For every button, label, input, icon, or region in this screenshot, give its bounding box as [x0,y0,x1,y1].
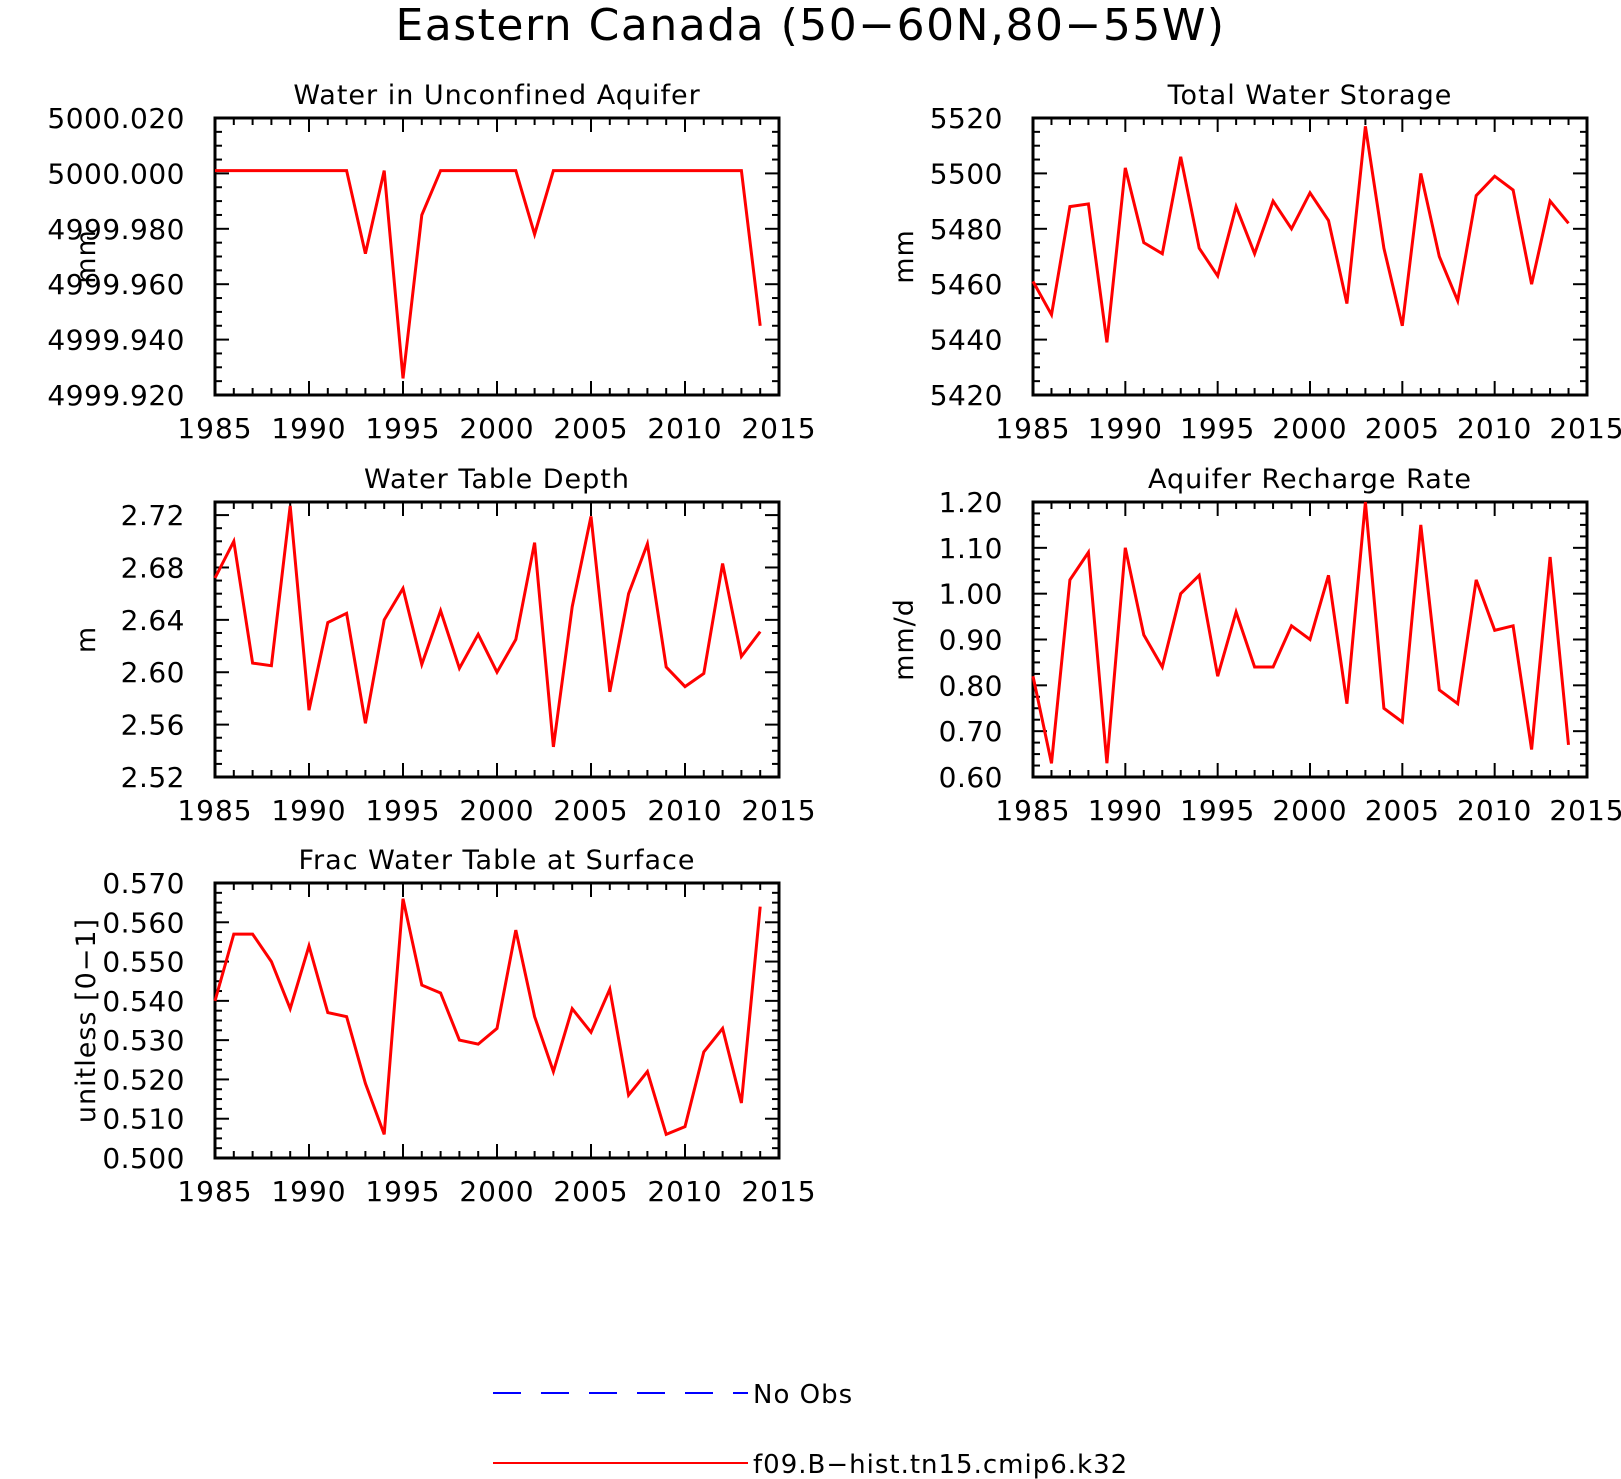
y-tick-label: 0.90 [939,624,1003,657]
y-tick-label: 0.550 [102,946,185,979]
x-tick-label: 2010 [1457,412,1532,445]
x-tick-label: 1990 [271,412,346,445]
x-tick-label: 2000 [459,794,534,827]
x-tick-label: 1990 [1088,794,1163,827]
panels-group: Water in Unconfined Aquifer 1985 1990 1995 2… [47,80,1621,1208]
x-tick-label: 1995 [365,1175,440,1208]
y-axis-label: mm/d [889,598,920,681]
y-tick-label: 0.570 [102,867,185,900]
legend: No Obs f09.B−hist.tn15.cmip6.k32 [493,1380,1128,1479]
y-tick-label: 4999.920 [47,379,185,412]
x-tick-label: 1990 [271,1175,346,1208]
x-tick-label: 2000 [1272,794,1347,827]
x-tick-label: 2010 [647,794,722,827]
y-tick-label: 2.52 [121,761,185,794]
x-tick-label: 1990 [1088,412,1163,445]
x-tick-label: 1995 [1180,412,1255,445]
chart-panel-2: Total Water Storage 1985 1990 1995 2000 2005 2… [889,80,1621,445]
y-tick-label: 5000.000 [47,157,185,190]
y-axis-label: unitless [0−1] [71,918,102,1123]
y-tick-label: 4999.980 [47,213,185,246]
y-tick-label: 0.530 [102,1024,185,1057]
legend-label: f09.B−hist.tn15.cmip6.k32 [753,1450,1128,1479]
x-tick-label: 1985 [177,412,252,445]
x-tick-label: 2015 [741,1175,816,1208]
x-tick-label: 1985 [995,412,1070,445]
series-line-1 [1031,126,1570,343]
legend-label: No Obs [753,1380,853,1410]
x-tick-label: 2010 [647,412,722,445]
x-tick-label: 1995 [365,412,440,445]
plot-frame [213,500,781,779]
y-tick-label: 2.56 [121,709,185,742]
y-tick-label: 0.60 [939,761,1003,794]
y-axis-label: mm [889,229,920,284]
y-tick-label: 5440 [930,324,1003,357]
series-line-1 [213,898,762,1137]
y-tick-label: 0.510 [102,1103,185,1136]
y-axis-label: mm [71,229,102,284]
plot-frame [213,116,781,397]
x-tick-label: 1985 [995,794,1070,827]
chart-panel-1: Water in Unconfined Aquifer 1985 1990 1995 2… [47,80,816,445]
series-line-1 [215,169,762,379]
panel-title: Total Water Storage [1167,80,1453,111]
y-tick-label: 5500 [930,157,1003,190]
y-tick-label: 0.80 [939,669,1003,702]
y-tick-label: 1.10 [939,532,1003,565]
x-tick-label: 2015 [741,412,816,445]
chart-panel-5: Frac Water Table at Surface 1985 1990 1995 2… [71,845,816,1208]
x-tick-label: 1995 [1180,794,1255,827]
x-tick-label: 2015 [741,794,816,827]
y-tick-label: 2.68 [121,551,185,584]
y-tick-label: 5480 [930,213,1003,246]
y-tick-label: 4999.940 [47,324,185,357]
series-line-1 [213,505,762,748]
x-tick-label: 2010 [1457,794,1532,827]
y-tick-label: 2.64 [121,604,185,637]
x-tick-label: 2005 [1365,412,1440,445]
y-tick-label: 2.60 [121,656,185,689]
y-tick-label: 5000.020 [47,102,185,135]
legend-item-2: f09.B−hist.tn15.cmip6.k32 [493,1450,1128,1479]
y-tick-label: 1.00 [939,578,1003,611]
x-tick-label: 2015 [1549,794,1621,827]
y-tick-label: 0.520 [102,1063,185,1096]
series-line-1 [1031,501,1570,764]
page-title: Eastern Canada (50−60N,80−55W) [395,0,1226,51]
y-tick-label: 0.70 [939,715,1003,748]
y-tick-label: 5420 [930,379,1003,412]
panel-title: Aquifer Recharge Rate [1148,464,1472,495]
y-tick-label: 4999.960 [47,268,185,301]
y-tick-label: 0.560 [102,906,185,939]
x-tick-label: 2005 [553,412,628,445]
x-tick-label: 2000 [459,412,534,445]
x-tick-label: 1985 [177,794,252,827]
panel-title: Water Table Depth [364,464,630,495]
chart-panel-4: Aquifer Recharge Rate 1985 1990 1995 2000 200… [889,464,1621,827]
x-tick-label: 2000 [459,1175,534,1208]
x-tick-label: 2005 [1365,794,1440,827]
legend-item-1: No Obs [493,1380,853,1410]
x-tick-label: 2005 [553,1175,628,1208]
panel-title: Water in Unconfined Aquifer [293,80,700,111]
x-tick-label: 1985 [177,1175,252,1208]
x-tick-label: 1990 [271,794,346,827]
y-tick-label: 2.72 [121,499,185,532]
x-tick-label: 2005 [553,794,628,827]
panel-title: Frac Water Table at Surface [298,845,695,876]
y-tick-label: 5520 [930,102,1003,135]
y-tick-label: 0.540 [102,985,185,1018]
y-tick-label: 1.20 [939,486,1003,519]
x-tick-label: 2000 [1272,412,1347,445]
x-tick-label: 1995 [365,794,440,827]
y-tick-label: 5460 [930,268,1003,301]
x-tick-label: 2010 [647,1175,722,1208]
y-axis-label: m [71,626,102,653]
y-tick-label: 0.500 [102,1142,185,1175]
chart-panel-3: Water Table Depth 1985 1990 1995 2000 2005 201… [71,464,816,827]
x-tick-label: 2015 [1549,412,1621,445]
